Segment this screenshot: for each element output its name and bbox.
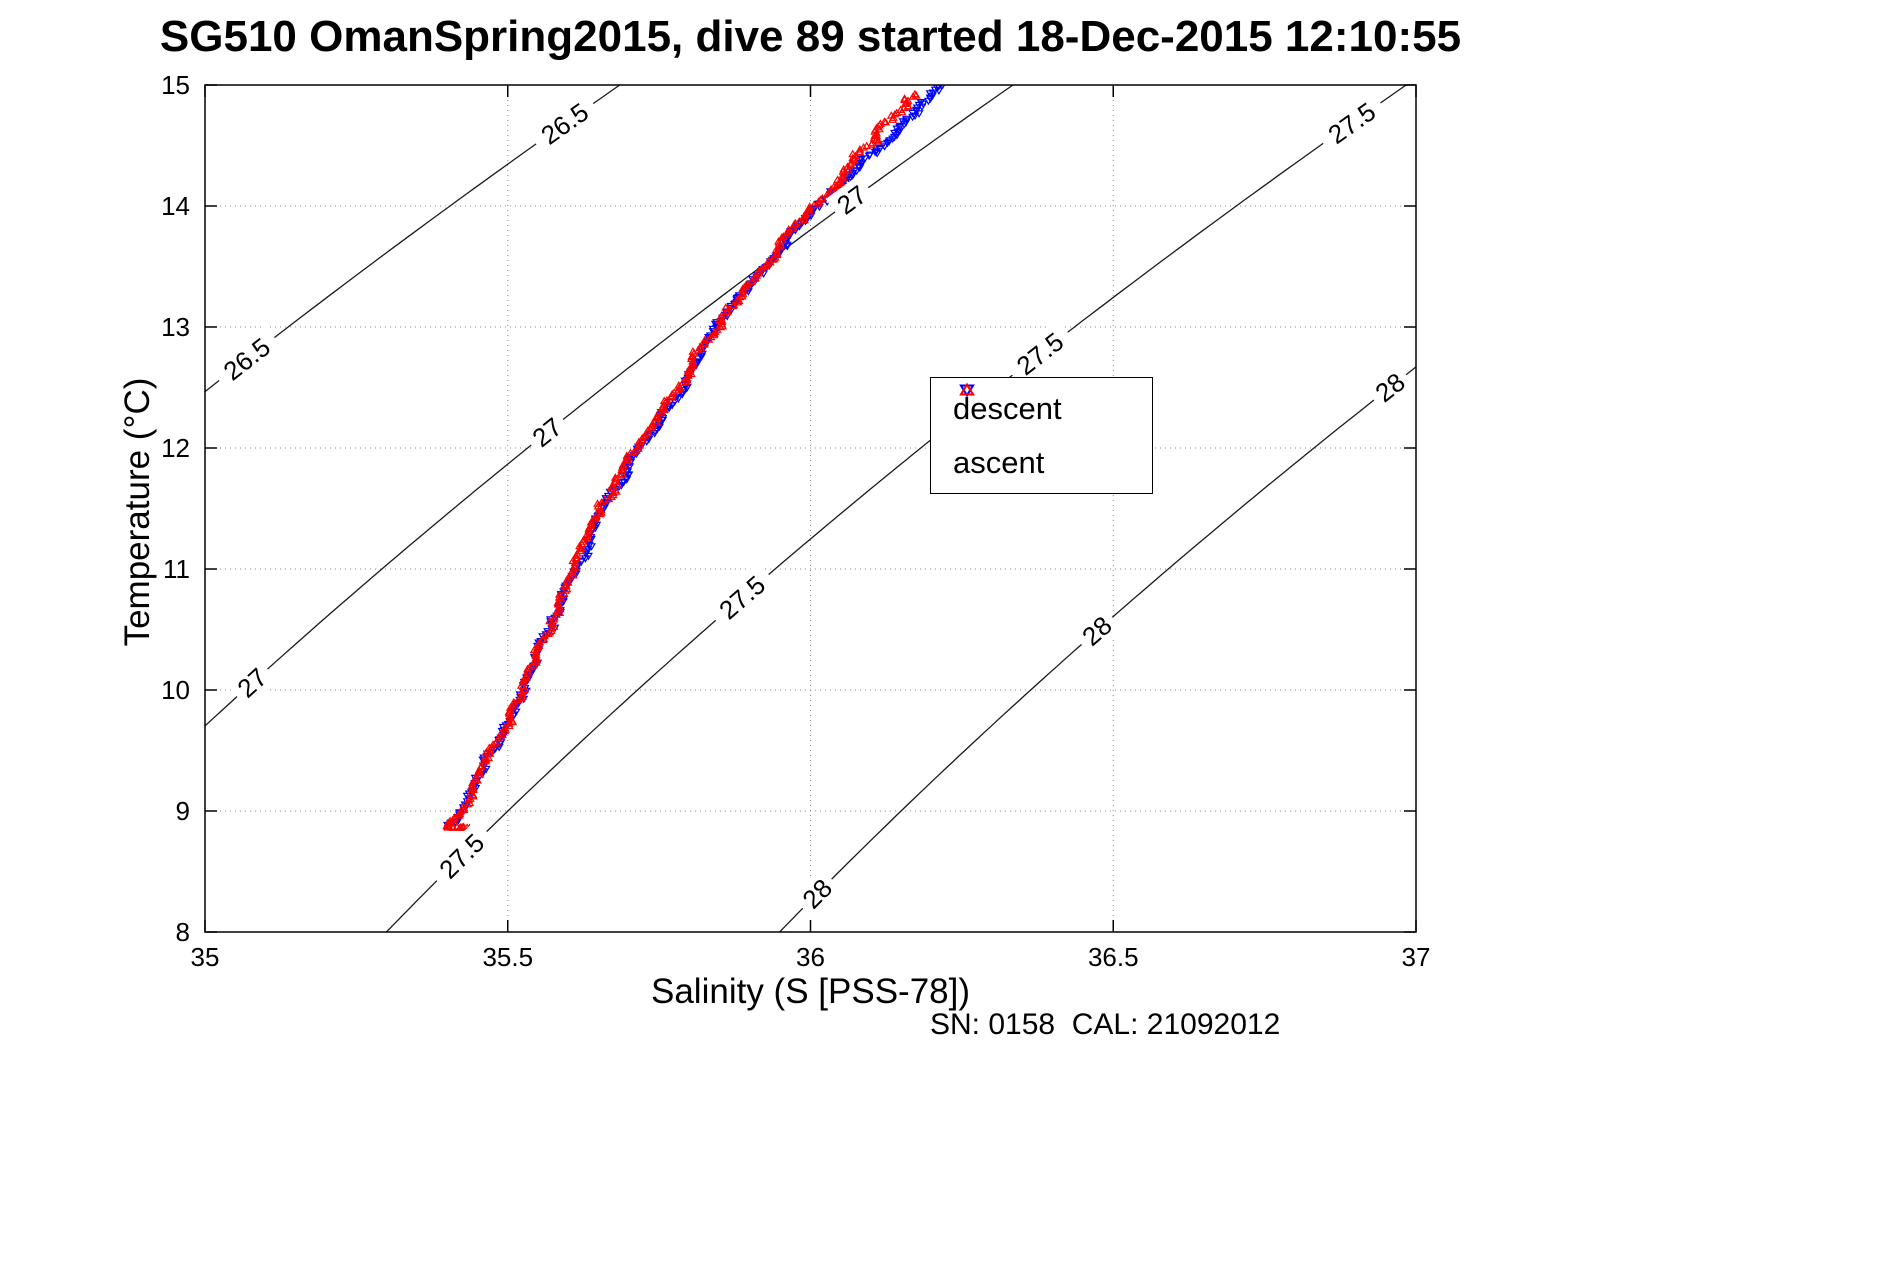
y-tick-label: 15 — [161, 70, 190, 100]
density-contour-lines — [205, 85, 1416, 932]
contour-label: 26.5 — [209, 324, 285, 394]
y-tick-label: 12 — [161, 433, 190, 463]
contour-line — [205, 85, 621, 393]
contour-label: 27 — [521, 406, 574, 458]
contour-label: 26.5 — [526, 90, 603, 157]
contour-line — [779, 366, 1416, 932]
contour-label: 27 — [226, 657, 279, 709]
contour-line — [205, 85, 1014, 727]
triangle-up-icon — [959, 382, 975, 396]
legend-item-ascent: ascent — [931, 382, 1152, 490]
legend-label-ascent: ascent — [953, 444, 1045, 480]
contour-label: 28 — [791, 867, 843, 920]
contour-label: 28 — [1363, 362, 1417, 413]
x-axis-label: Salinity (S [PSS-78]) — [651, 972, 970, 1011]
y-tick-label: 13 — [161, 312, 190, 342]
y-tick-label: 14 — [161, 191, 190, 221]
serial-cal-footnote: SN: 0158 CAL: 21092012 — [930, 1008, 1281, 1041]
contour-label: 27.5 — [705, 562, 780, 633]
contour-label: 27 — [825, 174, 878, 225]
legend-label-descent: descent — [953, 390, 1062, 426]
plot-title: SG510 OmanSpring2015, dive 89 started 18… — [159, 12, 1462, 61]
y-tick-label: 10 — [161, 675, 190, 705]
y-tick-label: 8 — [175, 917, 190, 947]
x-tick-label: 35 — [190, 942, 220, 972]
x-tick-label: 36 — [796, 942, 825, 972]
x-tick-label: 37 — [1401, 942, 1431, 972]
contour-label: 28 — [1070, 605, 1123, 657]
svg-text:28: 28 — [1076, 610, 1118, 652]
y-tick-label: 11 — [163, 554, 190, 584]
svg-text:27: 27 — [231, 662, 273, 704]
y-axis-label: Temperature (°C) — [118, 377, 157, 647]
axes-box — [204, 84, 1417, 933]
ascent-marker-icon — [959, 382, 975, 396]
legend-item-descent: descent — [931, 382, 1152, 436]
legend: descent ascent — [930, 377, 1153, 494]
x-tick-label: 36.5 — [1087, 942, 1139, 972]
y-tick-label: 9 — [175, 796, 190, 826]
contour-label: 27.5 — [1313, 89, 1390, 157]
x-tick-label: 35.5 — [482, 942, 534, 972]
contour-line — [385, 85, 1407, 932]
ascent-point — [900, 94, 909, 102]
